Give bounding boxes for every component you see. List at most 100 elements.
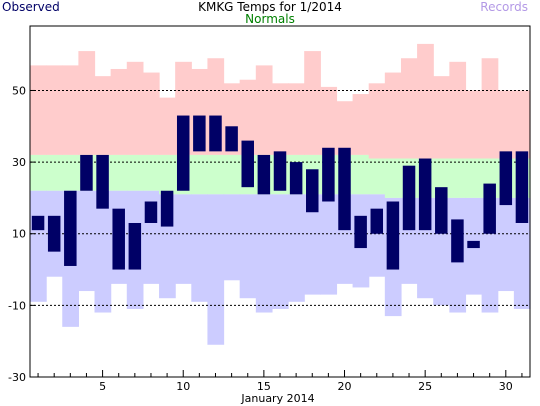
normal-band bbox=[465, 158, 483, 198]
normal-band bbox=[159, 154, 176, 195]
record-high-band bbox=[288, 83, 305, 155]
chart-title: KMKG Temps for 1/2014 bbox=[198, 0, 342, 14]
observed-bar bbox=[112, 208, 125, 270]
observed-bar bbox=[225, 126, 238, 152]
observed-bar bbox=[515, 151, 529, 223]
legend-observed: Observed bbox=[2, 0, 60, 14]
legend-normals: Normals bbox=[245, 12, 295, 26]
normal-band bbox=[384, 158, 402, 198]
record-low-band bbox=[288, 194, 305, 302]
record-low-band bbox=[320, 194, 338, 295]
observed-bar bbox=[370, 208, 384, 234]
normal-band bbox=[449, 158, 467, 198]
record-high-band bbox=[110, 68, 128, 155]
observed-bar bbox=[160, 190, 174, 227]
normal-band bbox=[126, 154, 144, 191]
observed-bar bbox=[418, 158, 432, 231]
normal-band bbox=[46, 154, 63, 191]
y-tick-label: -10 bbox=[8, 299, 26, 312]
observed-bar bbox=[354, 215, 367, 249]
record-low-band bbox=[223, 194, 241, 281]
y-tick-label: 10 bbox=[12, 228, 26, 241]
normal-band bbox=[191, 154, 209, 195]
normal-band bbox=[368, 158, 386, 195]
record-low-band bbox=[239, 194, 257, 299]
observed-bar bbox=[435, 187, 448, 234]
record-high-band bbox=[142, 72, 160, 155]
observed-bar bbox=[483, 183, 496, 234]
record-high-band bbox=[465, 90, 483, 159]
observed-bar bbox=[451, 219, 464, 263]
observed-bar bbox=[273, 151, 287, 191]
observed-bar-layer bbox=[31, 115, 529, 270]
record-high-band bbox=[271, 83, 289, 155]
x-tick-label: 20 bbox=[338, 380, 352, 393]
observed-bar bbox=[144, 201, 158, 223]
record-low-band bbox=[497, 197, 515, 292]
observed-bar bbox=[499, 151, 513, 206]
record-high-band bbox=[239, 79, 257, 155]
record-low-band bbox=[255, 194, 273, 313]
record-low-band bbox=[30, 190, 47, 302]
observed-bar bbox=[322, 147, 335, 202]
record-high-band bbox=[94, 76, 112, 155]
record-low-band bbox=[78, 190, 96, 292]
record-high-band bbox=[513, 90, 531, 159]
legend-records: Records bbox=[480, 0, 528, 14]
normal-band bbox=[142, 154, 160, 191]
normal-band bbox=[110, 154, 128, 191]
record-high-band bbox=[400, 58, 418, 159]
observed-bar bbox=[31, 215, 45, 231]
record-low-band bbox=[191, 194, 209, 302]
axis-layer: -30 -10 10 30 50 5 10 15 20 25 30 bbox=[8, 84, 523, 393]
record-low-band bbox=[207, 194, 225, 345]
record-high-band bbox=[336, 101, 354, 155]
record-high-band bbox=[304, 51, 321, 155]
record-high-band bbox=[62, 65, 79, 155]
record-low-band bbox=[513, 197, 531, 309]
x-tick-label: 25 bbox=[418, 380, 432, 393]
record-high-band bbox=[126, 61, 144, 155]
record-high-band bbox=[30, 65, 47, 155]
record-high-band bbox=[368, 83, 386, 159]
observed-bar bbox=[128, 222, 142, 270]
x-tick-label: 15 bbox=[257, 380, 271, 393]
observed-bar bbox=[47, 215, 61, 252]
observed-bar bbox=[96, 154, 109, 209]
record-low-band bbox=[175, 194, 192, 284]
observed-bar bbox=[467, 240, 480, 249]
observed-bar bbox=[402, 165, 416, 231]
observed-bar bbox=[176, 115, 190, 191]
record-low-band bbox=[271, 194, 289, 309]
observed-bar bbox=[209, 115, 222, 152]
normal-band bbox=[62, 154, 79, 191]
record-high-band bbox=[497, 90, 515, 159]
record-high-band bbox=[481, 58, 499, 159]
observed-bar bbox=[241, 140, 254, 188]
observed-bar bbox=[193, 115, 206, 152]
observed-bar bbox=[338, 147, 351, 231]
record-high-band bbox=[159, 97, 176, 155]
y-tick-label: -30 bbox=[8, 371, 26, 384]
record-low-band bbox=[94, 190, 112, 313]
record-low-band bbox=[368, 194, 386, 277]
observed-bar bbox=[257, 154, 271, 195]
observed-bar bbox=[289, 162, 303, 195]
y-tick-label: 30 bbox=[12, 156, 26, 169]
record-high-band bbox=[46, 65, 63, 155]
record-high-band bbox=[352, 94, 370, 155]
record-low-band bbox=[304, 194, 321, 295]
y-tick-label: 50 bbox=[12, 84, 26, 97]
observed-bar bbox=[64, 190, 77, 266]
x-axis-label: January 2014 bbox=[240, 392, 314, 405]
observed-bar bbox=[80, 154, 93, 191]
x-tick-label: 10 bbox=[176, 380, 190, 393]
x-tick-label: 5 bbox=[99, 380, 106, 393]
normal-band bbox=[352, 154, 370, 195]
normal-band bbox=[30, 154, 47, 191]
record-high-band bbox=[417, 43, 434, 159]
record-high-band bbox=[449, 61, 467, 159]
observed-bar bbox=[306, 169, 319, 213]
normal-band bbox=[223, 154, 241, 195]
